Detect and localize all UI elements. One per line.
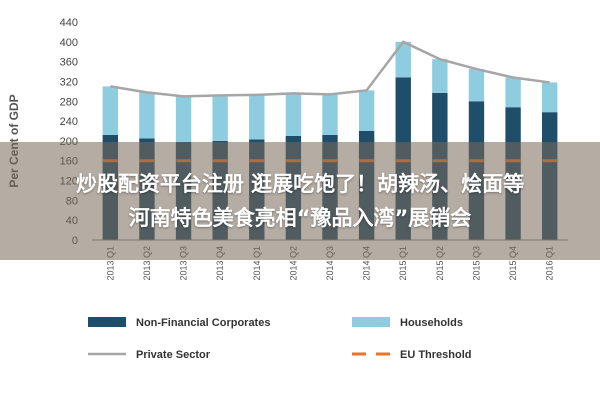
x-tick-label-4: 2014 Q1 [252,246,262,281]
legend-swatch-non-financial-corporates [88,317,126,327]
x-tick-label-11: 2015 Q4 [508,246,518,281]
y-tick-label: 240 [60,116,78,128]
bar-households-5 [285,93,302,136]
bar-households-6 [322,94,338,135]
bar-households-4 [249,94,265,140]
legend-label-eu-threshold: EU Threshold [400,349,472,361]
article-title-line-2: 河南特色美食亮相“豫品入湾”展销会 [128,206,472,230]
x-tick-label-6: 2014 Q3 [325,246,335,281]
bar-households-9 [432,59,448,93]
x-tick-label-2: 2013 Q3 [179,246,189,281]
y-tick-label: 440 [60,17,78,29]
bar-households-12 [542,82,558,113]
bar-households-7 [358,90,375,131]
x-tick-label-1: 2013 Q2 [142,246,152,281]
legend-label-private-sector: Private Sector [136,349,211,361]
bar-households-2 [175,96,192,142]
x-tick-label-10: 2015 Q3 [471,246,481,281]
legend-swatch-households [352,317,390,327]
bar-households-10 [468,69,485,102]
x-tick-label-12: 2016 Q1 [545,246,555,281]
x-tick-label-8: 2015 Q1 [398,246,408,281]
legend-label-households: Households [400,317,463,329]
x-tick-label-7: 2014 Q4 [362,246,372,281]
y-tick-label: 360 [60,57,78,69]
x-tick-label-9: 2015 Q2 [435,246,445,281]
bar-households-1 [139,92,155,139]
x-tick-label-3: 2013 Q4 [215,246,225,281]
y-tick-label: 320 [60,76,78,88]
bar-households-11 [505,77,521,108]
article-title-line-1: 炒股配资平台注册 逛展吃饱了！胡辣汤、烩面等 [75,172,525,196]
bar-households-3 [212,95,228,141]
line-private-sector [110,40,550,98]
legend-label-non-financial-corporates: Non-Financial Corporates [136,317,270,329]
article-title-banner: 炒股配资平台注册 逛展吃饱了！胡辣汤、烩面等 河南特色美食亮相“豫品入湾”展销会 [0,142,600,260]
bar-households-8 [395,41,411,78]
x-tick-label-5: 2014 Q2 [288,246,298,281]
x-tick-label-0: 2013 Q1 [105,246,115,281]
y-tick-label: 400 [60,37,78,49]
y-tick-label: 280 [60,96,78,108]
bar-households-0 [102,86,118,135]
